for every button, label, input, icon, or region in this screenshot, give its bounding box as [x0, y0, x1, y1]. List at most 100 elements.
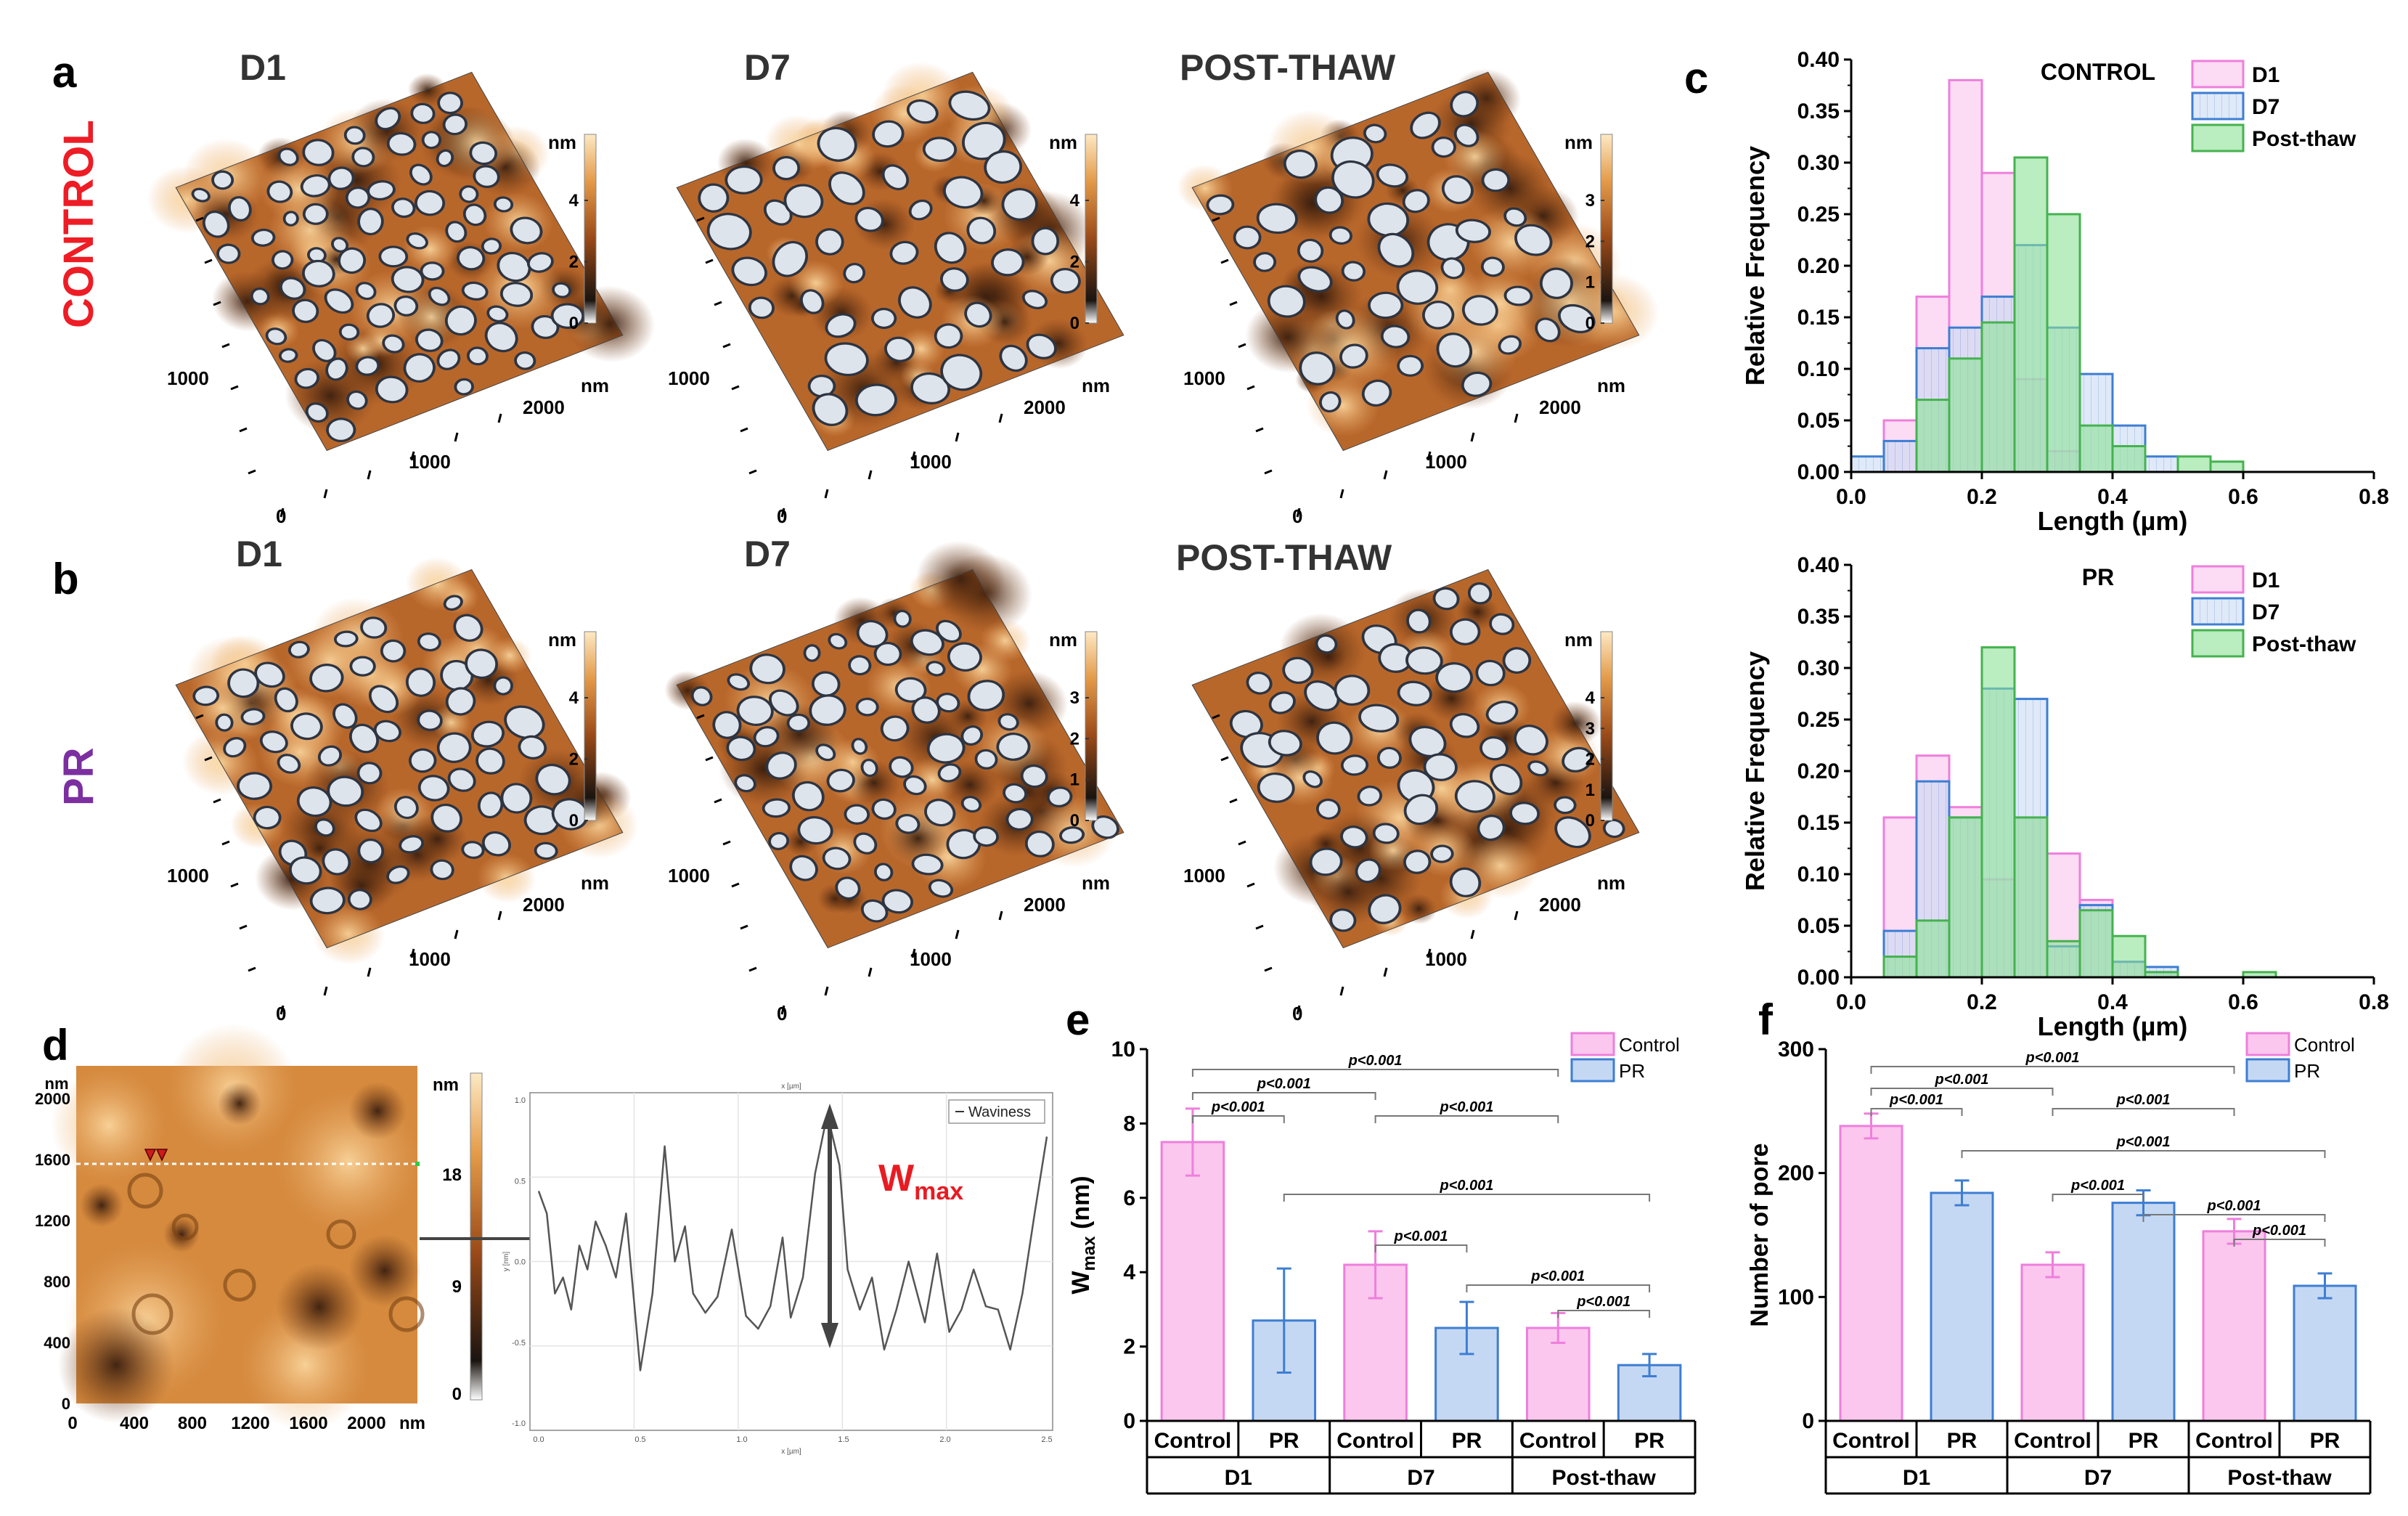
- afm-y-tick: 1000: [1183, 865, 1225, 887]
- afm-pore: [191, 187, 211, 203]
- afm-pore: [797, 816, 833, 845]
- afm-pore: [997, 713, 1019, 731]
- afm-pore: [417, 775, 450, 802]
- afm-edge-tick: [1246, 882, 1255, 888]
- afm-surface: [1177, 68, 1660, 452]
- map-y-unit: nm: [45, 1075, 69, 1093]
- category-label: Control: [2195, 1429, 2273, 1453]
- hist-y-label: Relative Frequency: [1740, 651, 1770, 891]
- afm-pore: [947, 642, 982, 672]
- afm-surface-edge: [676, 568, 1125, 949]
- height-map-pore: [127, 1173, 163, 1209]
- panel-d: 0 400 800 1200 1600 2000 nm0400800120016002000…: [35, 1024, 1053, 1456]
- afm-edge-tick: [1427, 948, 1432, 958]
- category-label: Control: [2014, 1429, 2091, 1453]
- afm-scale-unit: nm: [1564, 629, 1593, 651]
- afm-pore: [1268, 730, 1302, 757]
- afm-pore: [447, 767, 476, 792]
- afm-edge-tick: [367, 470, 372, 480]
- afm-pore: [473, 165, 500, 188]
- afm-pore: [1509, 802, 1540, 826]
- afm-pore: [943, 176, 984, 209]
- afm-pore: [1397, 354, 1424, 377]
- afm-edge-tick: [204, 756, 213, 762]
- hist-y-tick: 0.00: [1797, 966, 1840, 990]
- afm-pore: [1340, 826, 1368, 849]
- afm-pore: [828, 632, 848, 650]
- bar-y-label: Number of pore: [1746, 1143, 1774, 1326]
- afm-pore: [357, 838, 385, 864]
- afm-edge-tick: [1246, 385, 1255, 391]
- afm-pore: [274, 687, 298, 713]
- height-map-texture: [348, 1082, 407, 1140]
- afm-pore: [343, 126, 366, 145]
- hist-legend-label: D1: [2252, 63, 2280, 87]
- afm-pore: [880, 715, 910, 742]
- afm-x-tick: 1000: [1425, 948, 1467, 970]
- afm-pore: [428, 286, 451, 306]
- afm-edge-tick: [1264, 966, 1273, 972]
- afm-pore: [1455, 219, 1491, 243]
- afm-scale-tick: 2: [569, 750, 579, 770]
- afm-pore: [1490, 763, 1523, 796]
- afm-edge-tick: [1229, 301, 1238, 306]
- afm-edge-tick: [230, 882, 239, 888]
- afm-axis-unit: nm: [1597, 872, 1625, 894]
- map-y-tick: 800: [44, 1273, 70, 1291]
- afm-pore: [259, 730, 288, 754]
- bar-y-label-sub: max: [1079, 1236, 1099, 1271]
- afm-pore: [415, 328, 444, 352]
- afm-pore: [470, 720, 505, 748]
- afm-pore: [791, 781, 825, 812]
- afm-scale-tick: 0: [1070, 314, 1079, 333]
- hist-title: PR: [2082, 564, 2114, 590]
- hist-legend-swatch: [2191, 60, 2245, 89]
- afm-pore: [966, 216, 997, 245]
- afm-pore: [822, 847, 852, 871]
- significance-bracket: [2142, 1214, 2326, 1222]
- hist-bar-post-thaw: [1980, 646, 2016, 979]
- map-x-unit: nm: [399, 1414, 425, 1433]
- height-map-texture: [51, 1067, 167, 1183]
- afm-pore: [1377, 232, 1415, 268]
- afm-pore: [250, 288, 270, 306]
- profile-y-tick: 0.0: [515, 1258, 526, 1267]
- afm-edge-tick: [911, 948, 916, 958]
- afm-edge-tick: [1514, 413, 1519, 423]
- afm-pore: [382, 334, 405, 354]
- afm-pore: [317, 745, 343, 767]
- afm-pore: [926, 733, 966, 764]
- afm-pore: [278, 348, 298, 363]
- afm-pore: [366, 303, 396, 328]
- afm-pore: [1405, 646, 1443, 675]
- panel-letter-a: a: [52, 48, 77, 97]
- profile-x-tick: 0.5: [634, 1435, 645, 1444]
- significance-bracket: [1557, 1310, 1651, 1318]
- afm-texture: [1462, 833, 1540, 899]
- afm-pore: [351, 147, 375, 168]
- panel-letter-f: f: [1758, 995, 1774, 1044]
- panel-letter-e: e: [1066, 995, 1090, 1044]
- hist-bar-post-thaw: [2078, 424, 2114, 473]
- profile-legend-label: Waviness: [968, 1104, 1031, 1120]
- afm-pore: [527, 252, 554, 273]
- afm-pore: [493, 676, 513, 696]
- afm-edge-tick: [955, 432, 960, 442]
- afm-pore: [466, 346, 489, 366]
- afm-scale-tick: 2: [1070, 253, 1079, 272]
- afm-scale-bar: [1600, 631, 1613, 821]
- afm-pore: [753, 726, 780, 748]
- afm-pore: [1246, 672, 1273, 695]
- afm-pore: [325, 357, 348, 381]
- hist-x-tick: 0.6: [2228, 990, 2258, 1014]
- afm-texture: [311, 902, 385, 965]
- afm-pore: [1449, 713, 1480, 738]
- afm-pore: [550, 303, 585, 329]
- afm-pore: [936, 693, 960, 713]
- afm-pore: [1340, 754, 1369, 776]
- afm-edge-tick: [1229, 798, 1238, 804]
- afm-surface-edge: [175, 71, 624, 452]
- bar-y-label: Wmax (nm): [1067, 1175, 1099, 1294]
- hist-x-tick: 0.8: [2359, 485, 2389, 509]
- hist-legend-swatch: [2191, 629, 2245, 658]
